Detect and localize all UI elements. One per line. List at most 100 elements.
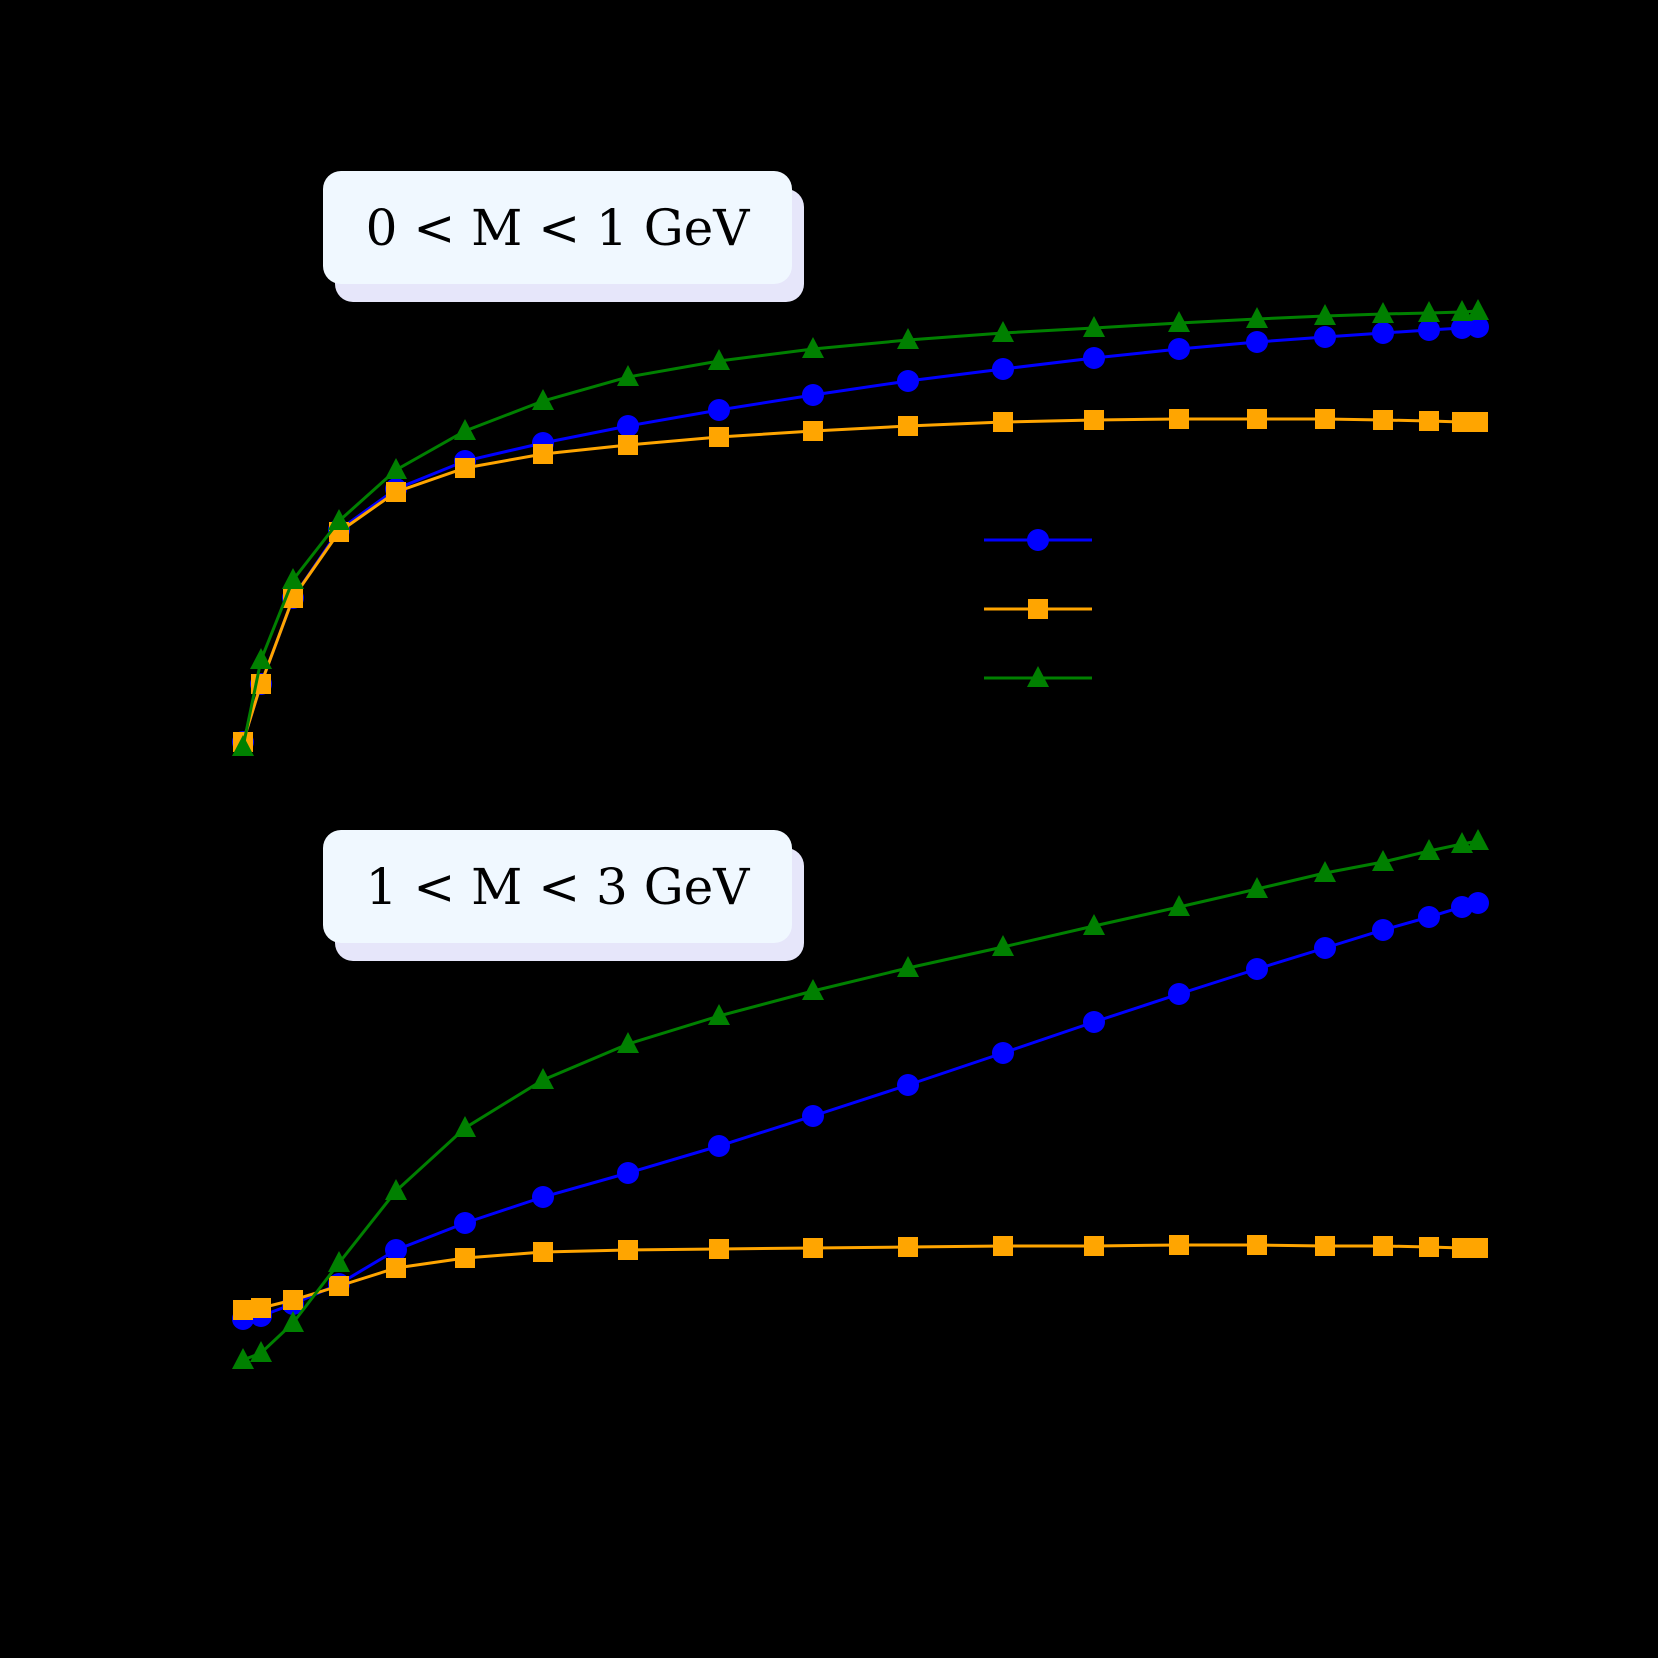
square-marker (618, 435, 638, 455)
square-marker (898, 416, 918, 436)
triangle-marker (802, 337, 824, 358)
circle-marker (1083, 1011, 1105, 1033)
triangle-marker (385, 458, 407, 479)
square-marker (1028, 599, 1048, 619)
square-marker (1315, 409, 1335, 429)
square-marker (1468, 412, 1488, 432)
triangle-marker (1372, 302, 1394, 323)
square-marker (455, 1248, 475, 1268)
triangle-marker (1418, 301, 1440, 322)
square-marker (533, 1242, 553, 1262)
series-line (242, 839, 1479, 1362)
triangle-marker (708, 1004, 730, 1025)
circle-marker (532, 1186, 554, 1208)
circle-marker (1083, 347, 1105, 369)
annotation-text: 0 < M < 1 GeV (323, 171, 792, 284)
triangle-marker (250, 1341, 272, 1362)
square-marker (1315, 1236, 1335, 1256)
triangle-marker (897, 956, 919, 977)
bottom-panel-plot (232, 829, 1489, 1369)
triangle-marker (708, 349, 730, 370)
circle-marker (1467, 892, 1489, 914)
triangle-marker (1027, 666, 1049, 687)
triangle-marker (992, 935, 1014, 956)
circle-marker (992, 358, 1014, 380)
triangle-marker (617, 365, 639, 386)
triangle-marker (1451, 300, 1473, 321)
square-marker (709, 1239, 729, 1259)
triangle-marker (1168, 311, 1190, 332)
circle-marker (454, 1212, 476, 1234)
triangle-marker (232, 735, 254, 756)
circle-marker (992, 1042, 1014, 1064)
triangle-marker (1314, 304, 1336, 325)
triangle-marker (617, 1032, 639, 1053)
triangle-marker (1246, 307, 1268, 328)
triangle-marker (328, 509, 350, 530)
triangle-marker (802, 979, 824, 1000)
circle-marker (1314, 937, 1336, 959)
square-marker (1419, 411, 1439, 431)
triangle-marker (232, 1348, 254, 1369)
square-marker (803, 421, 823, 441)
square-marker (709, 427, 729, 447)
triangle-marker (1246, 877, 1268, 898)
triangle-marker (454, 419, 476, 440)
circle-marker (1372, 322, 1394, 344)
circle-marker (617, 1162, 639, 1184)
triangle-marker (1168, 895, 1190, 916)
circle-marker (1418, 319, 1440, 341)
circle-marker (1027, 529, 1049, 551)
square-marker (386, 482, 406, 502)
triangle-marker (1314, 861, 1336, 882)
triangle-marker (1451, 832, 1473, 853)
circle-marker (1372, 919, 1394, 941)
square-marker (283, 1290, 303, 1310)
triangle-marker (1083, 914, 1105, 935)
circle-marker (1418, 906, 1440, 928)
annotation-label: 1 < M < 3 GeV (365, 857, 750, 916)
triangle-marker (1418, 839, 1440, 860)
square-marker (386, 1258, 406, 1278)
legend (984, 529, 1092, 687)
triangle-marker (282, 1311, 304, 1332)
triangle-marker (1467, 829, 1489, 850)
square-marker (1084, 1236, 1104, 1256)
square-marker (533, 444, 553, 464)
triangle-marker (532, 389, 554, 410)
square-marker (329, 1276, 349, 1296)
circle-marker (1246, 331, 1268, 353)
square-marker (1419, 1237, 1439, 1257)
square-marker (1247, 409, 1267, 429)
top-panel-plot (232, 299, 1489, 756)
square-marker (1452, 412, 1472, 432)
triangle-marker (328, 1251, 350, 1272)
square-marker (993, 412, 1013, 432)
square-marker (1169, 409, 1189, 429)
circle-marker (617, 415, 639, 437)
triangle-marker (1083, 316, 1105, 337)
series-line (241, 309, 1479, 748)
circle-marker (1451, 317, 1473, 339)
triangle-marker (454, 1116, 476, 1137)
square-marker (618, 1240, 638, 1260)
square-marker (1468, 1238, 1488, 1258)
triangle-marker (992, 321, 1014, 342)
square-marker (1084, 410, 1104, 430)
circle-marker (1168, 983, 1190, 1005)
annotation-label: 0 < M < 1 GeV (365, 198, 750, 257)
circle-marker (708, 399, 730, 421)
circle-marker (1314, 326, 1336, 348)
circle-marker (802, 1105, 824, 1127)
triangle-marker (897, 328, 919, 349)
triangle-marker (250, 648, 272, 669)
circle-marker (802, 384, 824, 406)
triangle-marker (385, 1179, 407, 1200)
square-marker (803, 1238, 823, 1258)
square-marker (1373, 1236, 1393, 1256)
circle-marker (897, 1074, 919, 1096)
circle-marker (1168, 338, 1190, 360)
triangle-marker (1467, 299, 1489, 320)
circle-marker (897, 370, 919, 392)
